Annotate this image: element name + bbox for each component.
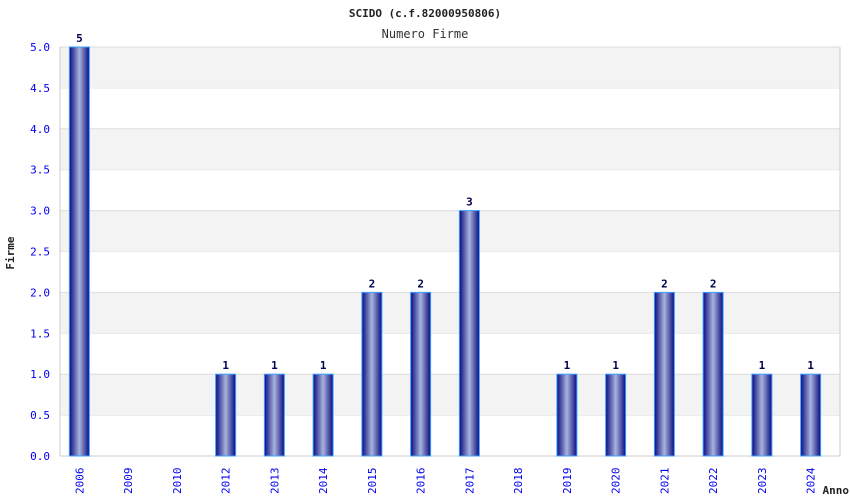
- x-tick-label: 2016: [415, 468, 428, 495]
- x-tick-label: 2019: [561, 468, 574, 495]
- y-tick-label: 0.5: [30, 409, 50, 422]
- y-tick-label: 1.5: [30, 327, 50, 340]
- bar: [702, 291, 724, 457]
- bar-value-label: 1: [564, 359, 571, 372]
- bar: [458, 210, 480, 457]
- bar: [410, 291, 432, 457]
- bar-value-label: 1: [807, 359, 814, 372]
- bar: [263, 373, 285, 457]
- x-tick-label: 2012: [220, 468, 233, 495]
- x-tick-label: 2020: [610, 468, 623, 495]
- bar: [361, 291, 383, 457]
- bar-value-label: 2: [369, 277, 376, 290]
- bar-value-label: 1: [612, 359, 619, 372]
- bar-value-label: 2: [661, 277, 668, 290]
- bar: [751, 373, 773, 457]
- y-tick-label: 2.0: [30, 286, 50, 299]
- y-tick-label: 5.0: [30, 41, 50, 54]
- x-tick-label: 2021: [658, 468, 671, 495]
- bar-value-label: 3: [466, 196, 473, 209]
- x-tick-label: 2006: [73, 468, 86, 495]
- bar: [312, 373, 334, 457]
- bar: [68, 46, 90, 457]
- y-axis-label: Firme: [4, 236, 17, 269]
- y-tick-label: 3.5: [30, 164, 50, 177]
- y-tick-label: 3.0: [30, 205, 50, 218]
- chart-subtitle: Numero Firme: [382, 27, 469, 41]
- y-tick-label: 2.5: [30, 246, 50, 259]
- grid-band: [60, 128, 840, 170]
- bar-value-label: 1: [222, 359, 229, 372]
- x-tick-label: 2017: [463, 468, 476, 495]
- bar-value-label: 2: [417, 277, 424, 290]
- y-tick-label: 0.0: [30, 450, 50, 463]
- bar: [605, 373, 627, 457]
- y-tick-label: 4.5: [30, 82, 50, 95]
- x-tick-label: 2024: [805, 467, 818, 494]
- bar-value-label: 5: [76, 32, 83, 45]
- x-tick-label: 2010: [171, 468, 184, 495]
- grid-band: [60, 47, 840, 88]
- x-tick-label: 2015: [366, 468, 379, 495]
- chart-title: SCIDO (c.f.82000950806): [349, 7, 501, 20]
- bar-value-label: 1: [320, 359, 327, 372]
- bar-value-label: 1: [271, 359, 278, 372]
- x-tick-label: 2009: [122, 468, 135, 495]
- bar: [653, 291, 675, 457]
- bar-value-label: 2: [710, 277, 717, 290]
- x-tick-label: 2013: [268, 468, 281, 495]
- bar: [800, 373, 822, 457]
- x-tick-label: 2022: [707, 468, 720, 495]
- bar: [556, 373, 578, 457]
- x-axis-label: Anno: [823, 484, 850, 497]
- grid-band: [60, 210, 840, 252]
- y-tick-label: 1.0: [30, 368, 50, 381]
- x-tick-label: 2018: [512, 468, 525, 495]
- bar-value-label: 1: [759, 359, 766, 372]
- x-tick-label: 2014: [317, 467, 330, 494]
- y-tick-label: 4.0: [30, 123, 50, 136]
- bar: [215, 373, 237, 457]
- x-tick-label: 2023: [756, 468, 769, 495]
